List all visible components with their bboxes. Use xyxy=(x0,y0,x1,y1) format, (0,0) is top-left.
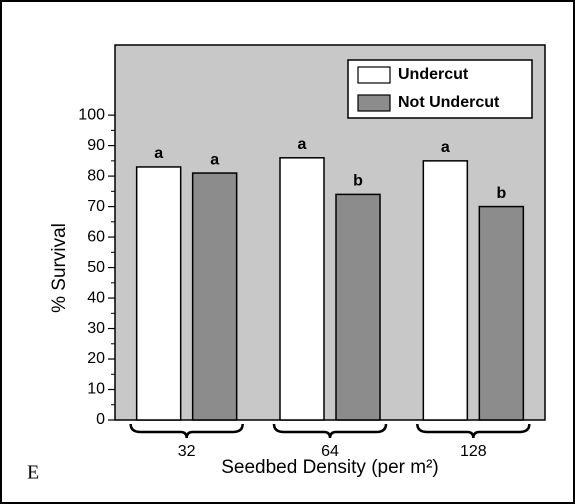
y-tick-label: 100 xyxy=(78,106,105,123)
bar xyxy=(422,160,469,421)
legend-label: Not Undercut xyxy=(398,94,500,111)
significance-letter: a xyxy=(298,136,307,153)
y-tick-label: 80 xyxy=(87,167,105,184)
y-tick-label: 40 xyxy=(87,289,105,306)
y-axis-label: % Survival xyxy=(49,223,70,313)
significance-letter: b xyxy=(353,173,363,190)
y-tick-label: 70 xyxy=(87,198,105,215)
y-tick-label: 60 xyxy=(87,228,105,245)
bar xyxy=(135,166,182,421)
legend-swatch xyxy=(357,66,391,84)
group-brace xyxy=(129,423,244,439)
y-tick-label: 20 xyxy=(87,350,105,367)
bar xyxy=(279,157,325,421)
bar xyxy=(478,205,525,421)
bar xyxy=(191,172,238,421)
y-tick-label: 90 xyxy=(87,137,105,154)
y-tick-label: 30 xyxy=(87,320,105,337)
x-tick-label: 128 xyxy=(460,443,487,460)
x-tick-label: 32 xyxy=(178,443,196,460)
bar xyxy=(335,193,381,421)
significance-letter: b xyxy=(496,185,506,202)
x-tick-label: 64 xyxy=(321,443,339,460)
y-tick-label: 10 xyxy=(87,381,105,398)
legend-swatch xyxy=(357,94,391,112)
group-brace xyxy=(416,423,531,439)
y-tick-label: 0 xyxy=(96,411,105,428)
significance-letter: a xyxy=(154,145,163,162)
y-tick-label: 50 xyxy=(87,259,105,276)
panel-label: E xyxy=(27,462,39,484)
legend-label: Undercut xyxy=(398,66,469,83)
significance-letter: a xyxy=(210,151,219,168)
x-axis-label: Seedbed Density (per m²) xyxy=(221,457,439,478)
group-brace xyxy=(272,423,388,439)
significance-letter: a xyxy=(441,139,450,156)
